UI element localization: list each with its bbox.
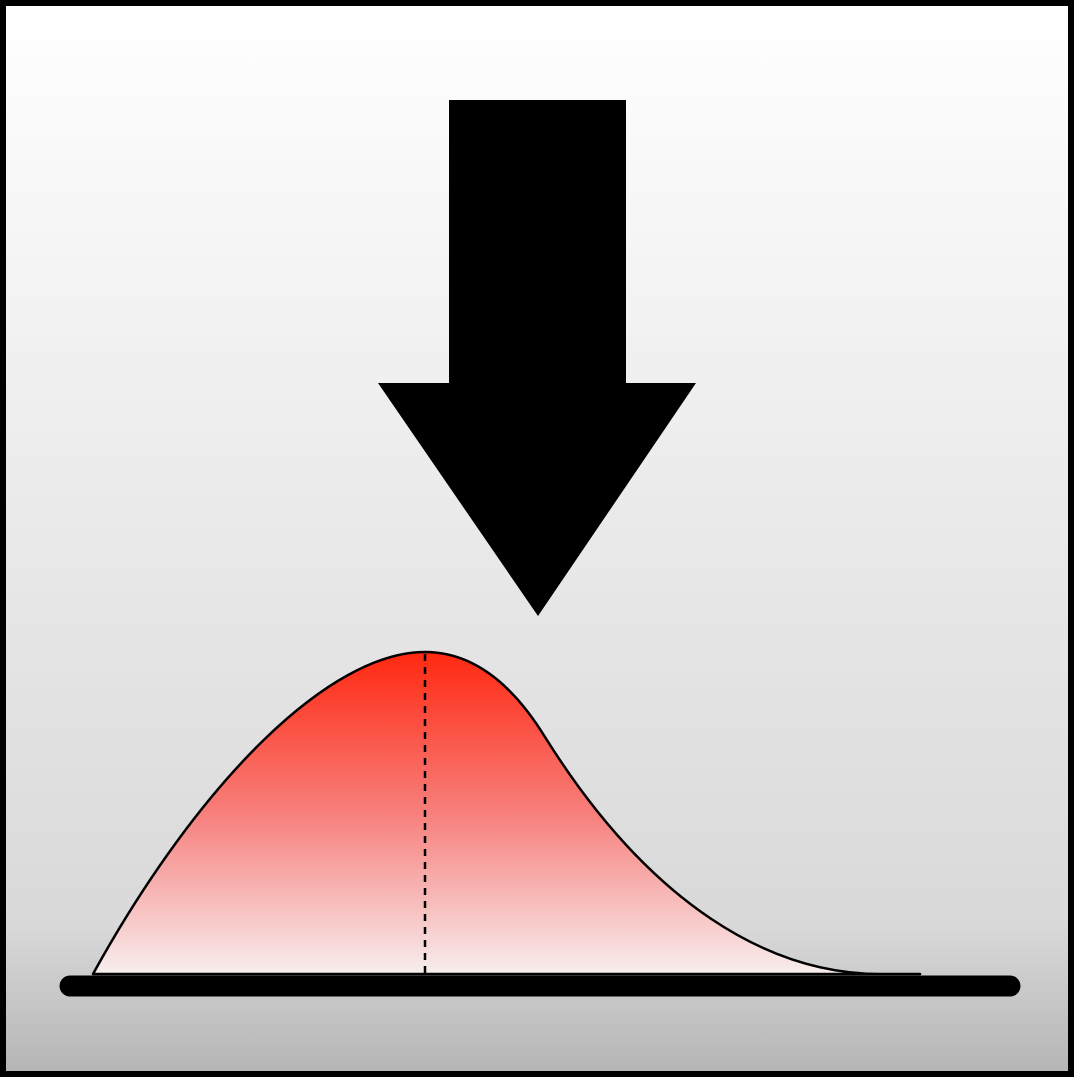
down-arrow-icon: [378, 100, 696, 616]
distribution-curve: [91, 650, 922, 976]
